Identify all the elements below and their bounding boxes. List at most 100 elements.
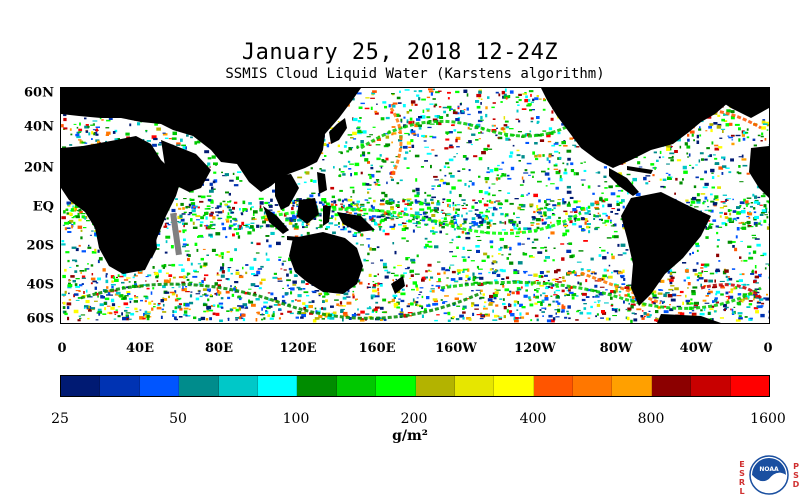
cloud-speckle (461, 110, 464, 113)
cloud-speckle (604, 224, 607, 226)
cloud-speckle (219, 319, 223, 323)
cloud-speckle (94, 232, 97, 236)
cloud-speckle (692, 251, 694, 254)
cloud-speckle (374, 295, 380, 298)
cloud-speckle (402, 104, 406, 108)
cloud-speckle (296, 203, 298, 206)
cloud-speckle (586, 223, 591, 225)
cloud-speckle (528, 90, 534, 93)
cloud-speckle (501, 127, 504, 131)
cloud-speckle (259, 227, 262, 229)
cloud-speckle (515, 317, 519, 320)
sumatra-landmass (263, 206, 289, 234)
cloud-speckle (376, 246, 380, 249)
cloud-speckle (691, 312, 697, 316)
cloud-speckle (406, 111, 410, 114)
cloud-speckle (210, 213, 213, 215)
cloud-speckle (188, 206, 191, 209)
cloud-speckle (178, 264, 183, 266)
cloud-speckle (237, 235, 241, 239)
cloud-speckle (240, 212, 244, 215)
cloud-speckle (403, 157, 407, 160)
cloud-speckle (162, 133, 168, 136)
cloud-speckle (356, 203, 358, 207)
cloud-speckle (536, 318, 539, 322)
cloud-speckle (281, 295, 285, 298)
cloud-speckle (105, 127, 110, 129)
cloud-speckle (281, 299, 286, 304)
cloud-speckle (471, 302, 475, 306)
cloud-speckle (356, 280, 360, 283)
cloud-speckle (361, 151, 366, 155)
cloud-speckle (385, 116, 390, 120)
cloud-speckle (338, 305, 343, 307)
cloud-speckle (448, 172, 453, 175)
cloud-speckle (573, 209, 578, 213)
cloud-speckle (567, 305, 571, 309)
cloud-speckle (122, 296, 127, 300)
cloud-speckle (507, 293, 510, 296)
cloud-speckle (741, 158, 747, 161)
cloud-speckle (559, 177, 563, 182)
cloud-speckle (705, 226, 707, 230)
cloud-speckle (461, 199, 466, 201)
cloud-speckle (227, 206, 231, 209)
cloud-speckle (571, 293, 577, 297)
cloud-speckle (350, 173, 352, 177)
cloud-speckle (683, 279, 686, 282)
cloud-speckle (547, 208, 552, 212)
cloud-speckle (66, 227, 71, 229)
cloud-speckle (613, 235, 619, 239)
cloud-speckle (377, 273, 379, 276)
cloud-speckle (586, 225, 589, 229)
cloud-speckle (698, 277, 704, 280)
cloud-speckle (389, 201, 393, 205)
cloud-speckle (453, 280, 459, 283)
cloud-speckle (248, 288, 252, 290)
cloud-speckle (753, 280, 757, 284)
cloud-speckle (577, 309, 581, 311)
cloud-speckle (272, 189, 277, 193)
cloud-speckle (319, 168, 322, 170)
cloud-speckle (459, 103, 462, 106)
cloud-speckle (187, 213, 191, 216)
cloud-speckle (244, 307, 249, 309)
cloud-speckle (536, 121, 539, 124)
cloud-speckle (635, 192, 641, 197)
cloud-speckle (492, 309, 494, 313)
lon-label-160w: 160W (435, 341, 477, 356)
cloud-speckle (405, 151, 409, 154)
cloud-speckle (416, 221, 419, 225)
cloud-speckle (560, 243, 565, 245)
cloud-speckle (348, 168, 352, 170)
cloud-speckle (209, 295, 213, 298)
cloud-speckle (737, 293, 742, 296)
cloud-speckle (651, 290, 657, 294)
cloud-speckle (447, 105, 452, 109)
cloud-speckle (350, 147, 354, 149)
cloud-speckle (398, 216, 403, 218)
cloud-speckle (245, 271, 248, 275)
cloud-speckle (162, 285, 166, 289)
cloud-speckle (566, 294, 571, 296)
cloud-speckle (728, 136, 734, 139)
cloud-speckle (345, 296, 351, 298)
cloud-speckle (267, 314, 271, 317)
cloud-speckle (487, 167, 490, 170)
cloud-speckle (356, 146, 360, 148)
cloud-speckle (636, 308, 642, 311)
cloud-speckle (555, 163, 558, 165)
cloud-speckle (400, 118, 403, 122)
cloud-speckle (218, 302, 224, 305)
cloud-speckle (226, 251, 230, 253)
cloud-speckle (438, 278, 441, 282)
cloud-speckle (435, 91, 440, 94)
cloud-speckle (283, 269, 287, 271)
cloud-speckle (134, 296, 139, 299)
cloud-speckle (477, 225, 481, 228)
cloud-speckle (137, 270, 143, 274)
cloud-speckle (358, 106, 363, 109)
cloud-speckle (573, 200, 578, 204)
cloud-speckle (332, 231, 336, 235)
cloud-speckle (77, 132, 79, 134)
